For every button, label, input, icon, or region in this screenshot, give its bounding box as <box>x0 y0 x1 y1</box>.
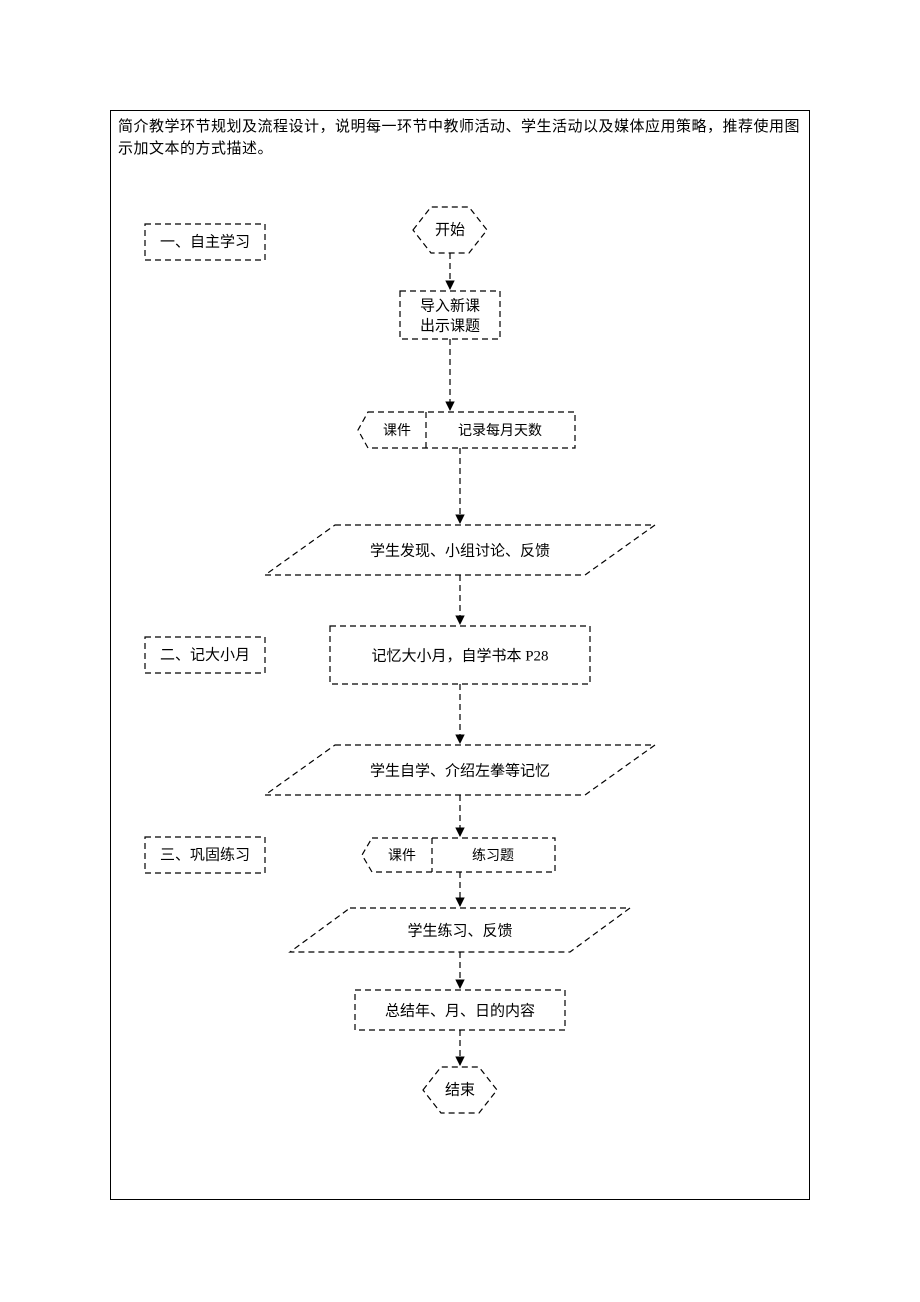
memory-text: 记忆大小月，自学书本 P28 <box>371 647 548 664</box>
section-3-text: 三、巩固练习 <box>160 846 250 863</box>
kejian2-text: 练习题 <box>472 848 514 864</box>
summary-node: 总结年、月、日的内容 <box>355 990 565 1030</box>
memory-node: 记忆大小月，自学书本 P28 <box>330 626 590 684</box>
start-text: 开始 <box>435 221 465 238</box>
start-node: 开始 <box>413 207 487 253</box>
end-text: 结束 <box>445 1081 475 1098</box>
para3-node: 学生练习、反馈 <box>290 908 630 952</box>
flowchart: 一、自主学习 二、记大小月 三、巩固练习 开始 导入新课 出示课题 <box>110 160 810 1200</box>
kejian1-label: 课件 <box>383 423 411 439</box>
summary-text: 总结年、月、日的内容 <box>385 1002 535 1019</box>
end-node: 结束 <box>423 1067 497 1113</box>
section-2-label: 二、记大小月 <box>145 637 265 673</box>
para3-text: 学生练习、反馈 <box>407 922 512 939</box>
section-2-text: 二、记大小月 <box>160 646 250 663</box>
para1-node: 学生发现、小组讨论、反馈 <box>265 525 655 575</box>
kejian1-node: 课件 记录每月天数 <box>358 412 575 448</box>
section-1-text: 一、自主学习 <box>160 233 250 250</box>
kejian1-text: 记录每月天数 <box>458 423 542 439</box>
para2-node: 学生自学、介绍左拳等记忆 <box>265 745 655 795</box>
page: 简介教学环节规划及流程设计，说明每一环节中教师活动、学生活动以及媒体应用策略，推… <box>0 0 920 1302</box>
kejian2-node: 课件 练习题 <box>362 838 555 872</box>
section-1-label: 一、自主学习 <box>145 224 265 260</box>
intro-line1: 导入新课 <box>420 297 480 314</box>
intro-line2: 出示课题 <box>420 317 480 334</box>
intro-node: 导入新课 出示课题 <box>400 291 500 339</box>
kejian2-label: 课件 <box>388 848 416 864</box>
intro-text: 简介教学环节规划及流程设计，说明每一环节中教师活动、学生活动以及媒体应用策略，推… <box>118 116 802 160</box>
para1-text: 学生发现、小组讨论、反馈 <box>370 542 550 559</box>
section-3-label: 三、巩固练习 <box>145 837 265 873</box>
para2-text: 学生自学、介绍左拳等记忆 <box>370 761 550 779</box>
